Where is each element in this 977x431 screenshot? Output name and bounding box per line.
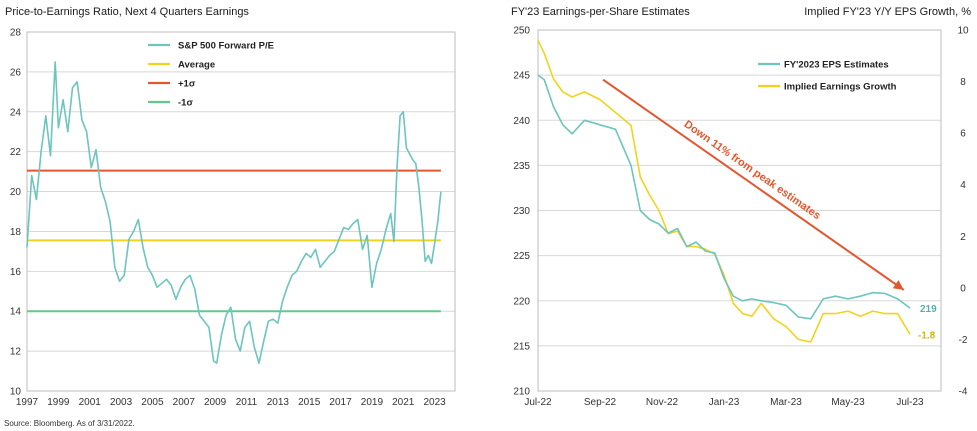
y-tick-label: 22 xyxy=(10,147,22,158)
y2-tick-label: -2 xyxy=(959,335,968,346)
legend-label: Implied Earnings Growth xyxy=(784,82,897,93)
y-tick-label: 24 xyxy=(10,107,22,118)
legend-label: FY'2023 EPS Estimates xyxy=(784,60,889,71)
x-tick-label: 2013 xyxy=(267,397,290,408)
y2-tick-label: 6 xyxy=(960,129,966,140)
plot-frame xyxy=(26,31,456,392)
series-line-eps-estimates xyxy=(537,74,911,320)
legend-label: +1σ xyxy=(178,79,196,90)
end-label-growth: -1.8 xyxy=(918,330,936,341)
x-tick-label: 2015 xyxy=(298,397,321,408)
plot-frame xyxy=(537,29,942,392)
y2-tick-label: 2 xyxy=(960,232,966,243)
y-tick-label: 230 xyxy=(513,206,530,217)
legend-label: Average xyxy=(178,60,215,71)
legend-label: -1σ xyxy=(178,98,193,109)
y-tick-label: 225 xyxy=(513,251,530,262)
y2-tick-label: -4 xyxy=(959,387,968,398)
y2-tick-label: 0 xyxy=(960,283,966,294)
x-tick-label: Sep-22 xyxy=(584,397,617,408)
annotation-arrow-line xyxy=(602,78,905,291)
y-tick-label: 26 xyxy=(10,67,22,78)
x-tick-label: Nov-22 xyxy=(646,397,679,408)
y-tick-label: 250 xyxy=(513,26,530,37)
y-tick-label: 18 xyxy=(10,227,22,238)
right-axis-title: Implied FY'23 Y/Y EPS Growth, % xyxy=(804,6,971,18)
y2-tick-label: 4 xyxy=(960,180,966,191)
legend-label: S&P 500 Forward P/E xyxy=(178,41,274,52)
y-tick-label: 12 xyxy=(10,347,22,358)
y-tick-label: 215 xyxy=(513,341,530,352)
x-tick-label: 2019 xyxy=(361,397,384,408)
y-tick-label: 240 xyxy=(513,116,530,127)
source-note: Source: Bloomberg. As of 3/31/2022. xyxy=(4,419,135,428)
x-tick-label: Jul-23 xyxy=(896,397,924,408)
x-tick-label: 2009 xyxy=(204,397,227,408)
y2-tick-label: 10 xyxy=(957,26,969,37)
y-tick-label: 16 xyxy=(10,267,22,278)
y2-tick-label: 8 xyxy=(960,77,966,88)
annotation-arrow-head xyxy=(892,280,904,290)
x-tick-label: 2003 xyxy=(110,397,133,408)
x-tick-label: Mar-23 xyxy=(770,397,802,408)
x-tick-label: 2021 xyxy=(392,397,415,408)
right-chart-title: FY'23 Earnings-per-Share Estimates xyxy=(511,6,690,18)
x-tick-label: 2023 xyxy=(423,397,446,408)
x-tick-label: 2017 xyxy=(329,397,352,408)
x-tick-label: Jan-23 xyxy=(709,397,740,408)
y-tick-label: 10 xyxy=(10,387,22,398)
end-label-eps: 219 xyxy=(920,304,937,315)
y-tick-label: 210 xyxy=(513,387,530,398)
x-tick-label: May-23 xyxy=(831,397,865,408)
annotation-text: Down 11% from peak estimates xyxy=(682,118,823,222)
y-tick-label: 28 xyxy=(10,28,22,39)
series-line-forward-pe xyxy=(26,61,442,364)
x-tick-label: 1999 xyxy=(47,397,70,408)
y-tick-label: 14 xyxy=(10,307,22,318)
y-tick-label: 20 xyxy=(10,187,22,198)
x-tick-label: 2011 xyxy=(236,397,258,408)
left-chart-title: Price-to-Earnings Ratio, Next 4 Quarters… xyxy=(5,6,249,18)
y-tick-label: 220 xyxy=(513,296,530,307)
x-tick-label: 2005 xyxy=(141,397,164,408)
x-tick-label: Jul-22 xyxy=(524,397,552,408)
x-tick-label: 2007 xyxy=(173,397,196,408)
x-tick-label: 1997 xyxy=(16,397,39,408)
x-tick-label: 2001 xyxy=(79,397,102,408)
y-tick-label: 235 xyxy=(513,161,530,172)
y-tick-label: 245 xyxy=(513,71,530,82)
